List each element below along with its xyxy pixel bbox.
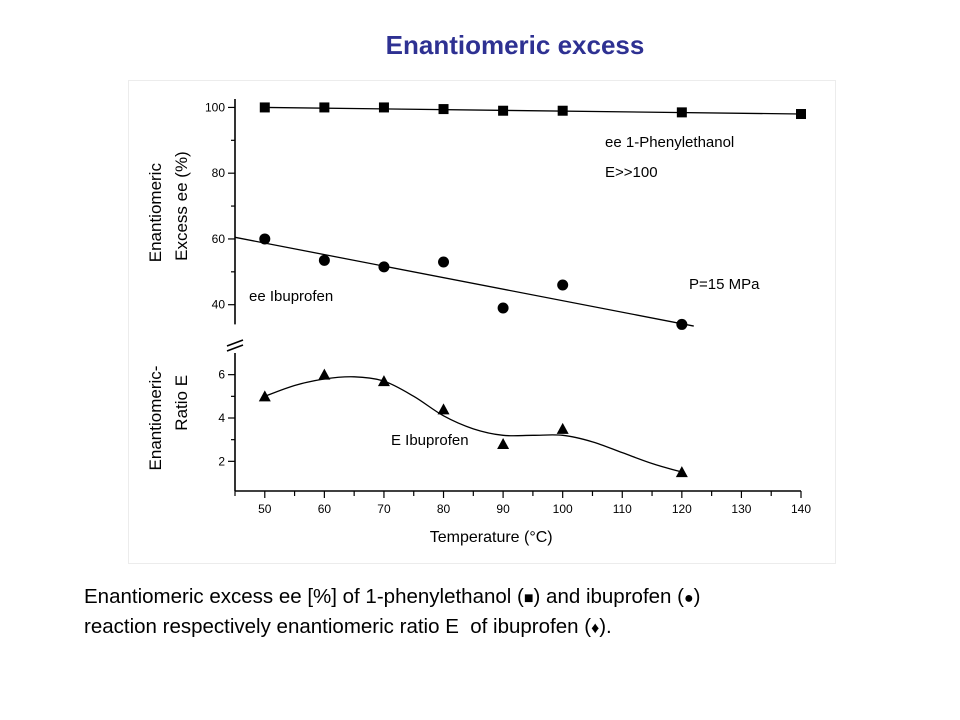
diamond-marker-icon: ♦ — [591, 620, 600, 637]
y-axis-label-bottom-line2: Ratio E — [172, 375, 191, 431]
caption-text: ) — [693, 585, 701, 608]
y-tick-label-top: 100 — [205, 100, 225, 114]
x-tick-label: 110 — [613, 502, 632, 516]
axis-break-mark — [226, 344, 244, 352]
phenylethanol-square-marker — [259, 102, 270, 113]
phenylethanol-square-marker — [319, 102, 330, 113]
caption-line-1: Enantiomeric excess ee [%] of 1-phenylet… — [84, 583, 924, 613]
x-tick-label: 80 — [437, 502, 451, 516]
caption-text: ). — [599, 615, 612, 638]
annotation-ee-ibuprofen: ee Ibuprofen — [249, 288, 333, 305]
annotation-e-value: E>>100 — [605, 164, 658, 181]
caption-text: reaction respectively enantiomeric ratio… — [84, 615, 592, 638]
x-tick-label: 130 — [731, 502, 751, 516]
figure-panel: 50 60 70 80 90 100 110 120 130 140 Temperature (°C… — [128, 80, 836, 564]
phenylethanol-square-marker — [438, 104, 449, 115]
e-ibuprofen-triangle-marker — [675, 466, 688, 478]
phenylethanol-square-marker — [796, 109, 806, 120]
x-axis-label: Temperature (°C) — [430, 529, 553, 546]
axis-break-mark — [226, 339, 244, 347]
phenylethanol-square-marker — [676, 107, 687, 118]
y-tick-label-bottom: 6 — [218, 368, 225, 382]
x-tick-label: 90 — [496, 502, 510, 516]
x-tick-label: 140 — [791, 502, 811, 516]
annotation-e-ibuprofen: E Ibuprofen — [391, 432, 469, 449]
e-ibuprofen-triangle-marker — [318, 368, 331, 380]
phenylethanol-square-marker — [378, 102, 389, 113]
e-ibuprofen-triangle-marker — [258, 390, 271, 402]
ibuprofen-circle-marker — [438, 256, 450, 268]
y-axis-label-top-line1: Enantiomeric — [146, 163, 165, 263]
ibuprofen-circle-marker — [676, 318, 688, 330]
x-tick-label: 120 — [672, 502, 692, 516]
caption-text: Enantiomeric excess ee [%] of 1-phenylet… — [84, 585, 524, 608]
ibuprofen-circle-marker — [378, 261, 390, 273]
ibuprofen-circle-marker — [557, 279, 569, 291]
phenylethanol-square-marker — [498, 105, 509, 116]
e-ibuprofen-curve — [264, 376, 683, 473]
x-tick-label: 100 — [553, 502, 573, 516]
e-ibuprofen-triangle-marker — [437, 403, 450, 415]
x-tick-label: 60 — [318, 502, 332, 516]
chart-svg: 50 60 70 80 90 100 110 120 130 140 Temperature (°C… — [146, 99, 811, 546]
e-ibuprofen-triangle-marker — [556, 422, 569, 434]
x-tick-label: 70 — [377, 502, 391, 516]
ibuprofen-fit-line — [234, 236, 694, 327]
ibuprofen-circle-marker — [318, 254, 330, 266]
e-ibuprofen-triangle-marker — [497, 438, 510, 449]
caption-line-2: reaction respectively enantiomeric ratio… — [84, 613, 924, 643]
figure-caption: Enantiomeric excess ee [%] of 1-phenylet… — [84, 583, 924, 643]
caption-text: ) and ibuprofen ( — [533, 585, 684, 608]
y-tick-label-bottom: 4 — [218, 411, 225, 425]
phenylethanol-fit-line — [264, 106, 802, 115]
y-tick-label-top: 60 — [212, 232, 226, 246]
slide-title: Enantiomeric excess — [385, 30, 645, 60]
annotation-pressure: P=15 MPa — [689, 276, 760, 293]
y-tick-label-top: 80 — [212, 166, 226, 180]
annotation-phenylethanol: ee 1-Phenylethanol — [605, 134, 734, 151]
y-tick-label-top: 40 — [212, 298, 226, 312]
circle-marker-icon: ● — [683, 590, 694, 607]
square-marker-icon: ■ — [523, 590, 534, 607]
y-axis-label-bottom-line1: Enantiomeric- — [146, 366, 165, 471]
x-tick-label: 50 — [258, 502, 272, 516]
phenylethanol-square-marker — [557, 105, 568, 116]
y-tick-label-bottom: 2 — [218, 454, 225, 468]
e-ibuprofen-triangle-marker — [377, 375, 390, 387]
ibuprofen-circle-marker — [497, 302, 509, 314]
ibuprofen-circle-marker — [259, 233, 271, 245]
y-axis-label-top-line2: Excess ee (%) — [172, 151, 191, 261]
